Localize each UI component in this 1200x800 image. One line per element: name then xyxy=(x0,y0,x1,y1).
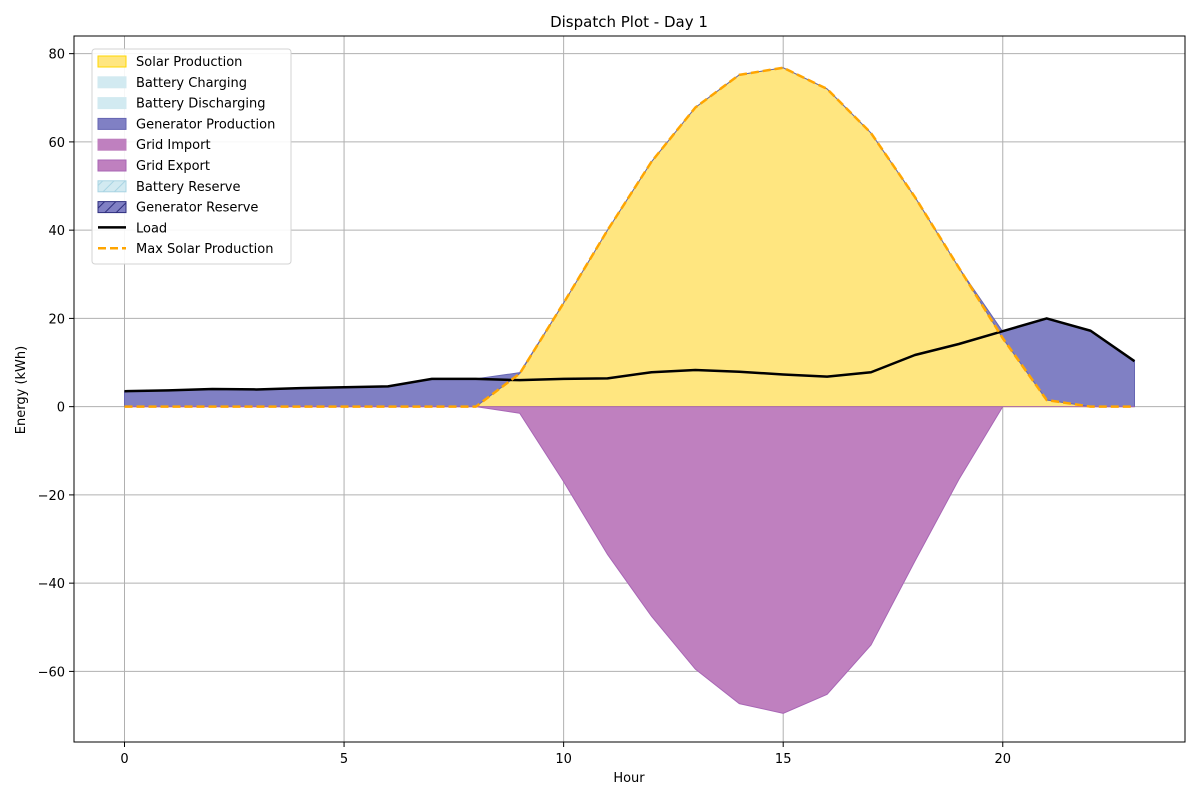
y-tick-label: 40 xyxy=(48,224,65,239)
x-tick-label: 0 xyxy=(120,752,128,767)
legend-swatch xyxy=(97,159,127,172)
legend-label: Max Solar Production xyxy=(136,242,273,257)
legend-swatch xyxy=(97,117,127,130)
legend-label: Solar Production xyxy=(136,55,242,70)
x-tick-label: 10 xyxy=(555,752,572,767)
legend-label: Battery Discharging xyxy=(136,97,265,112)
x-axis-label: Hour xyxy=(613,771,645,786)
legend-swatch xyxy=(97,55,127,68)
axis-layer xyxy=(69,35,1186,747)
legend-label: Grid Import xyxy=(136,138,211,153)
x-tick-label: 15 xyxy=(775,752,792,767)
y-tick-label: −60 xyxy=(38,665,65,680)
legend-label: Generator Reserve xyxy=(136,201,258,216)
legend-box xyxy=(91,48,292,265)
y-tick-label: 60 xyxy=(48,136,65,151)
y-tick-label: −20 xyxy=(38,489,65,504)
y-axis-label: Energy (kWh) xyxy=(14,346,29,434)
legend-label: Battery Charging xyxy=(136,76,247,91)
legend-label: Grid Export xyxy=(136,159,210,174)
y-tick-label: 80 xyxy=(48,48,65,63)
legend: Solar Production Battery Charging Battery … xyxy=(91,48,292,265)
legend-swatch xyxy=(97,201,127,214)
legend-label: Generator Production xyxy=(136,117,275,132)
y-tick-label: 0 xyxy=(57,401,65,416)
chart-title: Dispatch Plot - Day 1 xyxy=(550,13,708,31)
x-tick-label: 20 xyxy=(994,752,1011,767)
legend-swatch xyxy=(97,180,127,193)
legend-swatch xyxy=(97,138,127,151)
grid-export-area xyxy=(124,406,1135,714)
y-tick-label: 20 xyxy=(48,312,65,327)
legend-swatch xyxy=(97,76,127,89)
max-solar-production-line xyxy=(124,66,1135,408)
plot-frame xyxy=(73,35,1186,743)
legend-label: Battery Reserve xyxy=(136,180,241,195)
x-tick-label: 5 xyxy=(340,752,348,767)
load-line xyxy=(124,317,1136,393)
legend-swatch xyxy=(97,97,127,110)
y-tick-label: −40 xyxy=(38,577,65,592)
tick-label-layer: 0 5 10 15 20 −60 −40 −20 0 20 40 60 80 xyxy=(38,48,1011,767)
legend-label: Load xyxy=(136,221,167,236)
series-line-layer xyxy=(124,66,1136,408)
